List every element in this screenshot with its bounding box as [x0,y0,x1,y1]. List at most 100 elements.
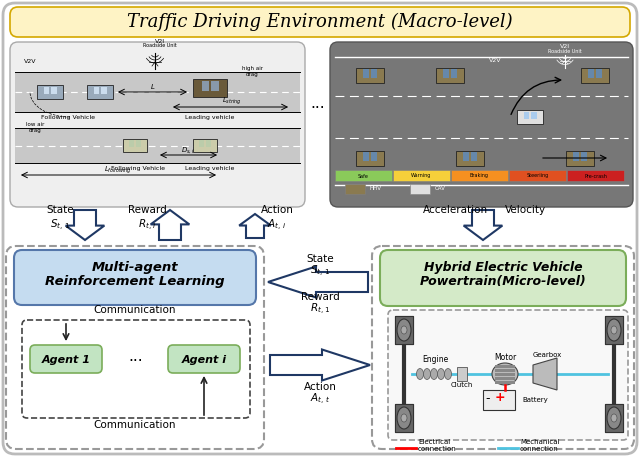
Text: $A_{t,\,t}$: $A_{t,\,t}$ [310,392,330,407]
Ellipse shape [438,368,445,379]
Text: Warning: Warning [412,174,432,179]
Bar [605,316,623,344]
Text: $A_{t,\,i}$: $A_{t,\,i}$ [268,218,287,233]
Text: V2I: V2I [155,39,165,44]
Ellipse shape [401,414,407,422]
Bar [509,170,566,181]
Text: Mechanical: Mechanical [520,439,559,445]
Bar [363,69,369,78]
Bar [100,87,106,95]
Bar [471,152,477,160]
Bar [495,365,515,368]
Text: Hybrid Electric Vehicle: Hybrid Electric Vehicle [424,261,582,275]
Bar [356,150,384,165]
Bar [495,377,515,380]
Text: connection: connection [520,446,559,452]
Bar [451,69,457,78]
Ellipse shape [607,319,621,341]
Bar [199,140,204,147]
Ellipse shape [607,407,621,429]
Bar [436,68,464,83]
Bar [573,152,579,160]
Bar [456,150,484,165]
Text: V2V: V2V [24,59,36,64]
FancyBboxPatch shape [30,345,102,373]
Bar [356,68,384,83]
Ellipse shape [417,368,424,379]
Text: Powertrain(Micro-level): Powertrain(Micro-level) [420,276,586,288]
FancyBboxPatch shape [388,310,628,440]
Text: V2V: V2V [489,58,501,63]
Bar [483,390,515,410]
Bar [517,110,543,124]
Text: Motor: Motor [494,353,516,362]
Ellipse shape [397,407,411,429]
Text: $R_{t,\,i}$: $R_{t,\,i}$ [138,218,156,233]
Bar [395,404,413,432]
Bar [596,69,602,78]
Polygon shape [533,358,557,390]
Text: Braking: Braking [470,174,489,179]
FancyBboxPatch shape [372,246,634,449]
Text: $L_{string}$: $L_{string}$ [222,96,242,107]
Text: low air
drag: low air drag [26,122,44,133]
Text: Communication: Communication [93,305,176,315]
Bar [93,87,99,95]
Text: Clutch: Clutch [451,382,473,388]
Text: Action: Action [260,205,293,215]
Polygon shape [268,266,368,298]
Text: Agent 1: Agent 1 [42,355,90,365]
Text: Engine: Engine [422,355,448,364]
Text: Leading vehicle: Leading vehicle [186,166,235,171]
Ellipse shape [397,319,411,341]
Text: ...: ... [310,96,325,111]
Text: Reinforcement Learning: Reinforcement Learning [45,276,225,288]
Text: Velocity: Velocity [504,205,545,215]
Bar [51,87,56,95]
Text: Battery: Battery [522,397,548,403]
Bar [202,81,209,91]
Bar [193,138,217,152]
Text: $L_{following}$: $L_{following}$ [104,165,132,176]
Bar [363,152,369,160]
Bar [395,316,413,344]
Text: Roadside Unit: Roadside Unit [548,49,582,54]
Polygon shape [66,210,104,240]
Text: $L$: $L$ [150,82,156,91]
Ellipse shape [611,326,617,334]
Text: Communication: Communication [93,420,176,430]
Bar [371,69,377,78]
Text: connection: connection [418,446,457,452]
Text: $R_{t,\,1}$: $R_{t,\,1}$ [310,302,330,317]
Text: Multi-agent: Multi-agent [92,261,179,275]
Bar [524,112,529,119]
Bar [581,152,587,160]
Bar [395,316,413,344]
Bar [605,404,623,432]
FancyBboxPatch shape [10,42,305,207]
Polygon shape [463,210,502,240]
Text: Traffic Driving Environment (Macro-level): Traffic Driving Environment (Macro-level… [127,13,513,31]
Text: $S_{t,\,1}$: $S_{t,\,1}$ [310,264,330,279]
FancyBboxPatch shape [10,7,630,37]
Bar [335,170,392,181]
Bar [588,69,594,78]
Text: Leading vehicle: Leading vehicle [186,115,235,120]
Bar [15,128,300,163]
Ellipse shape [611,414,617,422]
Text: $S_{t,\,1}$: $S_{t,\,1}$ [50,218,70,233]
Text: high air
drag: high air drag [241,66,262,77]
Bar [393,170,450,181]
Text: ...: ... [129,349,143,364]
Bar [129,140,134,147]
Bar [87,85,113,99]
Bar [495,381,515,384]
Bar [395,404,413,432]
Bar [345,184,365,194]
Bar [410,184,430,194]
Bar [123,138,147,152]
Text: HHV: HHV [370,186,382,191]
Bar [15,72,300,112]
Bar [581,68,609,83]
Bar [193,79,227,97]
